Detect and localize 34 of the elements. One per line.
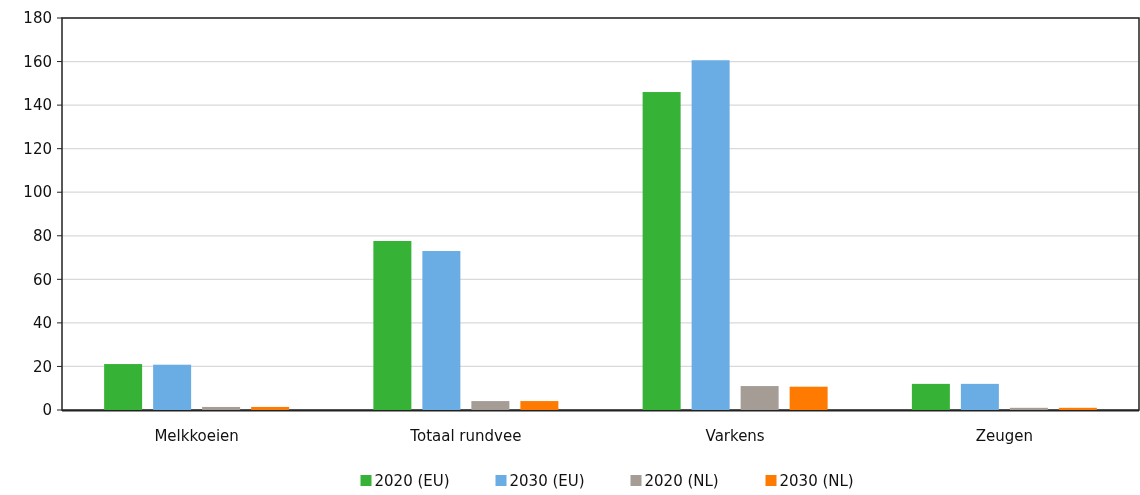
bar bbox=[911, 383, 950, 410]
bar bbox=[691, 60, 730, 410]
y-tick-label: 100 bbox=[23, 183, 52, 202]
bar bbox=[422, 251, 461, 410]
bar bbox=[373, 241, 412, 410]
bar bbox=[202, 406, 241, 410]
y-tick-label: 80 bbox=[32, 227, 52, 246]
y-tick-label: 0 bbox=[42, 401, 52, 420]
y-tick-label: 120 bbox=[23, 139, 52, 158]
y-tick-label: 160 bbox=[23, 52, 52, 71]
bar bbox=[1058, 407, 1097, 410]
bar bbox=[642, 92, 681, 410]
x-tick-label: Totaal rundvee bbox=[409, 427, 522, 445]
bar bbox=[789, 386, 828, 410]
bar bbox=[251, 406, 290, 410]
bar bbox=[740, 386, 779, 410]
bar bbox=[153, 364, 192, 410]
bar bbox=[960, 383, 999, 410]
bar bbox=[471, 401, 510, 410]
y-tick-label: 60 bbox=[32, 270, 52, 289]
x-tick-label: Zeugen bbox=[975, 427, 1034, 445]
legend-label: 2020 (EU) bbox=[374, 472, 450, 491]
y-tick-label: 20 bbox=[32, 357, 52, 376]
y-tick-label: 40 bbox=[32, 314, 52, 333]
y-tick-label: 140 bbox=[23, 96, 52, 115]
legend-label: 2020 (NL) bbox=[644, 472, 719, 491]
x-tick-label: Varkens bbox=[705, 427, 765, 445]
legend-label: 2030 (NL) bbox=[779, 472, 854, 491]
bar bbox=[520, 401, 559, 410]
y-tick-label: 180 bbox=[23, 9, 52, 28]
legend-label: 2030 (EU) bbox=[509, 472, 585, 491]
bar bbox=[1009, 407, 1048, 410]
bar bbox=[104, 364, 143, 410]
x-tick-label: Melkkoeien bbox=[154, 427, 239, 445]
